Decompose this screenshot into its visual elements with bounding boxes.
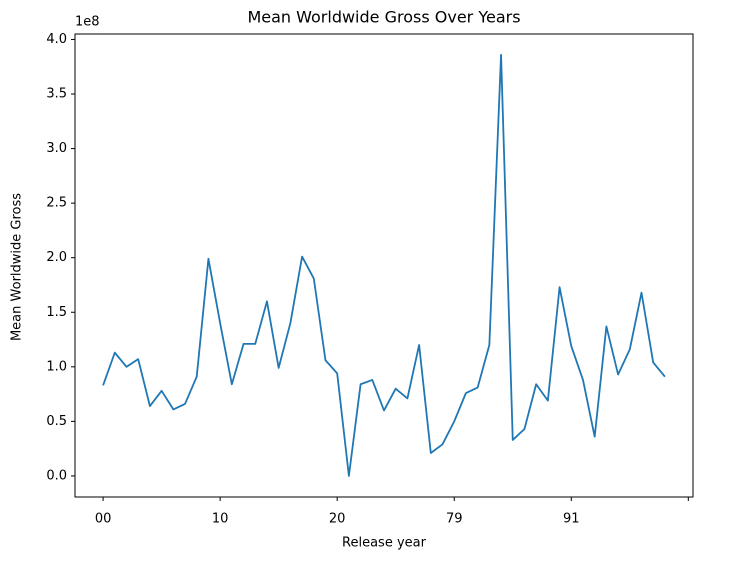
x-tick-label: 20 bbox=[329, 512, 346, 527]
y-tick-label: 4.0 bbox=[46, 32, 67, 47]
y-offset-label: 1e8 bbox=[75, 15, 100, 30]
chart-title: Mean Worldwide Gross Over Years bbox=[247, 8, 520, 27]
y-tick-label: 0.0 bbox=[46, 468, 67, 483]
x-axis-label: Release year bbox=[342, 536, 427, 551]
x-tick-label: 10 bbox=[212, 512, 229, 527]
y-tick-label: 2.0 bbox=[46, 250, 67, 265]
plot-frame bbox=[74, 33, 694, 498]
y-tick-label: 1.0 bbox=[46, 359, 67, 374]
y-axis-label: Mean Worldwide Gross bbox=[10, 193, 25, 341]
data-line bbox=[102, 53, 666, 477]
y-tick-label: 3.0 bbox=[46, 141, 67, 156]
y-tick-label: 0.5 bbox=[46, 414, 67, 429]
x-tick-label: 91 bbox=[563, 512, 580, 527]
y-tick-label: 2.5 bbox=[46, 196, 67, 211]
x-tick-label: 00 bbox=[95, 512, 112, 527]
y-tick-label: 3.5 bbox=[46, 87, 67, 102]
x-tick-label: 79 bbox=[446, 512, 463, 527]
y-tick-label: 1.5 bbox=[46, 305, 67, 320]
